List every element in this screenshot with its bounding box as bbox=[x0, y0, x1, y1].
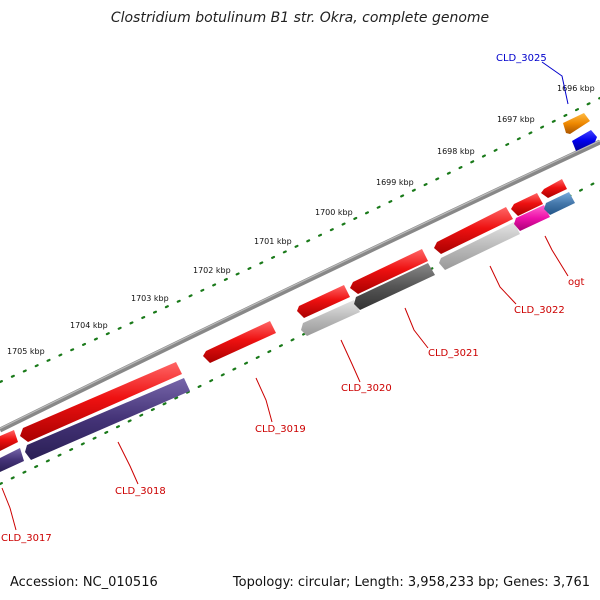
tick-label: 1701 kbp bbox=[254, 237, 292, 246]
tick-label: 1696 kbp bbox=[557, 84, 595, 93]
leader-line bbox=[117, 441, 139, 485]
tick-label: 1704 kbp bbox=[70, 321, 108, 330]
label-leaders bbox=[1, 61, 569, 531]
tick-label: 1697 kbp bbox=[497, 115, 535, 124]
gene-arrow[interactable] bbox=[439, 222, 520, 270]
reverse-strand-genes bbox=[0, 192, 575, 472]
gene-arrow-blue[interactable] bbox=[572, 130, 597, 151]
gene-arrow[interactable] bbox=[354, 263, 435, 310]
gene-arrow[interactable] bbox=[203, 321, 276, 363]
gene-arrow[interactable] bbox=[0, 448, 24, 472]
gene-label-cld-3020[interactable]: CLD_3020 bbox=[341, 383, 392, 394]
gene-arrow[interactable] bbox=[514, 205, 550, 231]
forward-strand-genes bbox=[0, 179, 567, 451]
gene-label-cld-3025[interactable]: CLD_3025 bbox=[496, 53, 547, 64]
gene-arrow[interactable] bbox=[544, 192, 575, 215]
tick-label: 1705 kbp bbox=[7, 347, 45, 356]
gene-label-cld-3021[interactable]: CLD_3021 bbox=[428, 348, 479, 359]
tick-label: 1703 kbp bbox=[131, 294, 169, 303]
gene-arrow[interactable] bbox=[0, 430, 18, 451]
leader-line bbox=[404, 307, 429, 349]
leader-line bbox=[340, 339, 361, 383]
gene-label-cld-3022[interactable]: CLD_3022 bbox=[514, 305, 565, 316]
genome-backbone bbox=[0, 139, 600, 433]
leader-line bbox=[1, 487, 17, 531]
outer-tick-track bbox=[0, 96, 600, 384]
gene-labels: CLD_3025 ogt CLD_3022 CLD_3021 CLD_3020 … bbox=[1, 53, 584, 544]
gene-arrow[interactable] bbox=[541, 179, 567, 198]
map-title: Clostridium botulinum B1 str. Okra, comp… bbox=[110, 10, 490, 26]
leader-line bbox=[544, 235, 569, 277]
gene-arrow[interactable] bbox=[20, 362, 182, 442]
gene-arrow[interactable] bbox=[511, 193, 543, 216]
leader-line bbox=[255, 377, 273, 423]
gene-arrow[interactable] bbox=[301, 300, 360, 336]
gene-arrow[interactable] bbox=[297, 285, 350, 318]
gene-arrow-orange[interactable] bbox=[563, 113, 590, 134]
gene-label-ogt[interactable]: ogt bbox=[568, 277, 584, 288]
gene-arrow[interactable] bbox=[434, 207, 513, 254]
gene-label-cld-3019[interactable]: CLD_3019 bbox=[255, 424, 306, 435]
tick-label: 1699 kbp bbox=[376, 178, 414, 187]
leader-line bbox=[541, 61, 569, 105]
genome-summary-text: Topology: circular; Length: 3,958,233 bp… bbox=[232, 575, 590, 590]
gene-arrow[interactable] bbox=[25, 378, 190, 460]
tick-label: 1698 kbp bbox=[437, 147, 475, 156]
tick-labels: 1696 kbp 1697 kbp 1698 kbp 1699 kbp 1700… bbox=[7, 84, 595, 356]
accession-text: Accession: NC_010516 bbox=[10, 575, 158, 590]
gene-arrow[interactable] bbox=[350, 249, 428, 294]
gene-label-cld-3017[interactable]: CLD_3017 bbox=[1, 533, 52, 544]
tick-label: 1700 kbp bbox=[315, 208, 353, 217]
leader-line bbox=[489, 265, 517, 305]
gene-label-cld-3018[interactable]: CLD_3018 bbox=[115, 486, 166, 497]
tick-label: 1702 kbp bbox=[193, 266, 231, 275]
